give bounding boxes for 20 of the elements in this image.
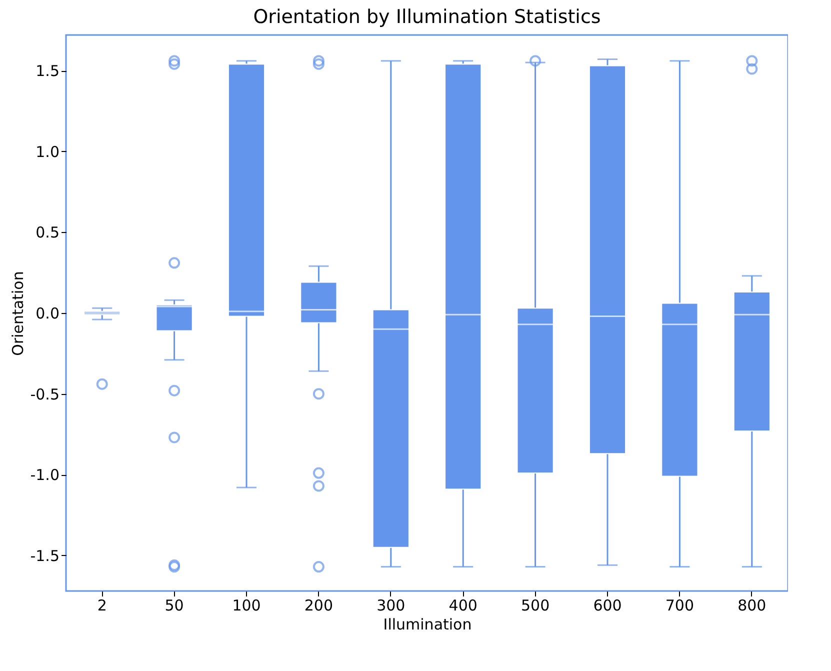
x-tick-label: 200 — [304, 596, 334, 614]
y-tick-label: -0.5 — [30, 385, 60, 404]
y-tick-label: 1.5 — [36, 62, 60, 80]
x-tick-label: 400 — [448, 596, 478, 614]
x-tick-label: 300 — [376, 596, 406, 614]
x-tick-label: 700 — [665, 596, 694, 614]
x-tick-label: 2 — [97, 596, 107, 614]
y-tick-label: -1.0 — [30, 466, 60, 484]
y-tick-label: 1.0 — [36, 142, 60, 161]
x-tick-label: 50 — [164, 596, 184, 614]
x-tick-label: 500 — [520, 596, 550, 614]
y-tick-label: -1.5 — [30, 546, 60, 565]
x-axis-title: Illumination — [383, 616, 472, 634]
x-tick-label: 100 — [232, 596, 261, 614]
y-tick-label: 0.5 — [36, 224, 60, 242]
x-tick-label: 600 — [593, 596, 622, 614]
y-tick-label: 0.0 — [36, 304, 60, 322]
chart-title: Orientation by Illumination Statistics — [253, 6, 601, 28]
y-axis-title: Orientation — [9, 271, 28, 356]
x-tick-label: 800 — [738, 596, 766, 614]
